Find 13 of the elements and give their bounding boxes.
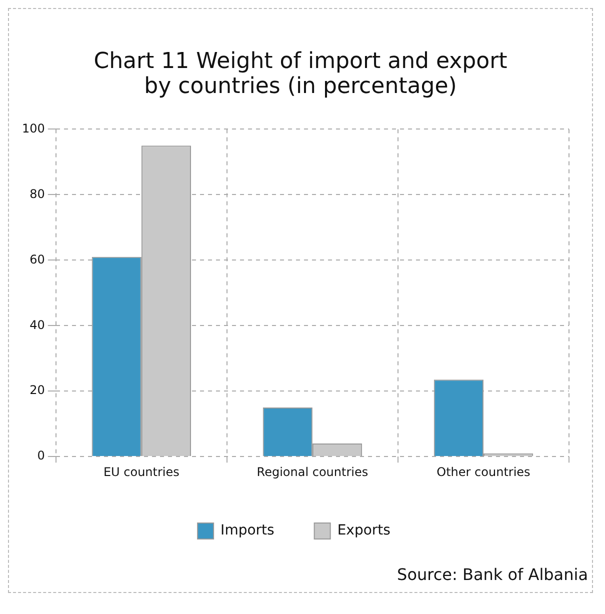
y-tick-label: 20 (30, 383, 45, 398)
legend-label: Imports (220, 522, 274, 539)
y-tick-label: 80 (30, 186, 45, 201)
source-note: Source: Bank of Albania (396, 564, 589, 586)
x-tick-label: EU countries (103, 464, 180, 479)
chart-title: Chart 11 Weight of import and export by countries (in percentage) (92, 48, 508, 101)
x-tick-label: Regional countries (256, 464, 368, 479)
y-tick-label: 100 (22, 121, 45, 136)
x-tick-label: Other countries (436, 464, 530, 479)
y-tick-label: 40 (30, 318, 45, 332)
y-tick-label: 0 (37, 448, 45, 463)
y-tick-label: 60 (30, 252, 45, 266)
legend-label: Exports (337, 522, 390, 539)
